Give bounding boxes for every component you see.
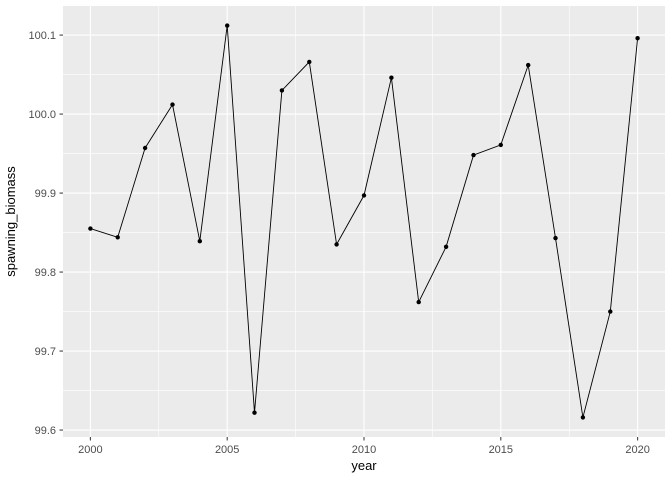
y-tick-label: 99.9: [35, 188, 56, 200]
major-gridlines: [63, 6, 665, 437]
data-point: [471, 152, 476, 158]
data-point: [252, 410, 257, 415]
data-point: [361, 193, 367, 198]
y-axis-title: spawning_biomass: [3, 166, 18, 277]
data-point: [635, 36, 640, 41]
y-tick-label: 99.8: [35, 267, 56, 279]
y-tick-label: 99.7: [35, 346, 56, 358]
data-point: [307, 59, 312, 65]
y-tick-label: 99.6: [35, 425, 56, 437]
data-point: [389, 75, 394, 80]
x-tick-label: 2010: [352, 444, 376, 456]
data-point: [608, 309, 613, 314]
data-point: [197, 239, 202, 244]
data-point: [142, 145, 148, 151]
data-point: [553, 235, 558, 241]
x-tick-label: 2020: [625, 444, 649, 456]
x-tick-label: 2000: [78, 444, 102, 456]
data-point: [88, 226, 93, 231]
data-point: [443, 244, 449, 249]
data-point: [526, 62, 531, 68]
data-series: [88, 23, 640, 420]
data-point: [416, 299, 421, 305]
x-tick-label: 2005: [215, 444, 239, 456]
data-point: [334, 242, 339, 247]
data-point: [580, 415, 586, 420]
y-tick-label: 100.1: [28, 30, 56, 42]
data-point: [498, 142, 503, 148]
axes: 2000 2005 2010 2015 2020 99.6 99.7 99.8 99.9 100.…: [28, 30, 649, 456]
x-axis-title: year: [351, 458, 377, 473]
data-point: [225, 23, 230, 28]
data-point: [279, 88, 285, 93]
data-point: [115, 235, 120, 240]
y-tick-label: 100.0: [28, 109, 56, 121]
data-point: [170, 102, 175, 107]
x-tick-label: 2015: [489, 444, 513, 456]
